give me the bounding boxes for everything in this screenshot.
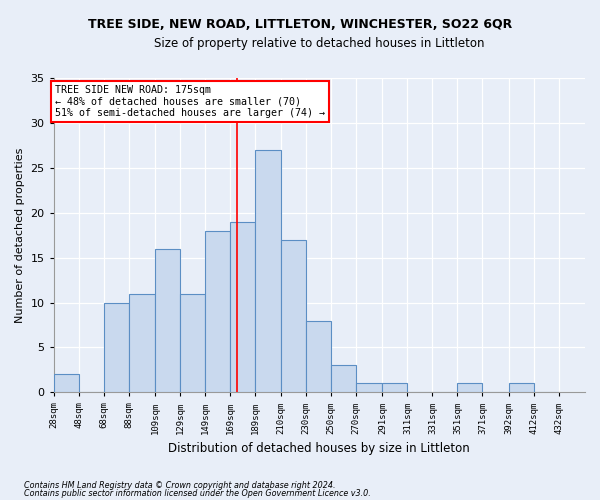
X-axis label: Distribution of detached houses by size in Littleton: Distribution of detached houses by size … bbox=[169, 442, 470, 455]
Text: Contains public sector information licensed under the Open Government Licence v3: Contains public sector information licen… bbox=[24, 489, 371, 498]
Bar bbox=[205, 230, 230, 392]
Bar bbox=[509, 384, 534, 392]
Bar bbox=[306, 320, 331, 392]
Text: TREE SIDE, NEW ROAD, LITTLETON, WINCHESTER, SO22 6QR: TREE SIDE, NEW ROAD, LITTLETON, WINCHEST… bbox=[88, 18, 512, 30]
Bar bbox=[104, 302, 129, 392]
Bar bbox=[180, 294, 205, 392]
Bar bbox=[129, 294, 155, 392]
Text: Contains HM Land Registry data © Crown copyright and database right 2024.: Contains HM Land Registry data © Crown c… bbox=[24, 480, 335, 490]
Bar bbox=[281, 240, 306, 392]
Bar bbox=[382, 384, 407, 392]
Y-axis label: Number of detached properties: Number of detached properties bbox=[15, 148, 25, 323]
Bar bbox=[54, 374, 79, 392]
Bar bbox=[457, 384, 482, 392]
Bar bbox=[356, 384, 382, 392]
Bar bbox=[155, 248, 180, 392]
Bar bbox=[230, 222, 255, 392]
Text: TREE SIDE NEW ROAD: 175sqm
← 48% of detached houses are smaller (70)
51% of semi: TREE SIDE NEW ROAD: 175sqm ← 48% of deta… bbox=[55, 85, 325, 118]
Bar bbox=[331, 366, 356, 392]
Title: Size of property relative to detached houses in Littleton: Size of property relative to detached ho… bbox=[154, 38, 485, 51]
Bar bbox=[255, 150, 281, 392]
